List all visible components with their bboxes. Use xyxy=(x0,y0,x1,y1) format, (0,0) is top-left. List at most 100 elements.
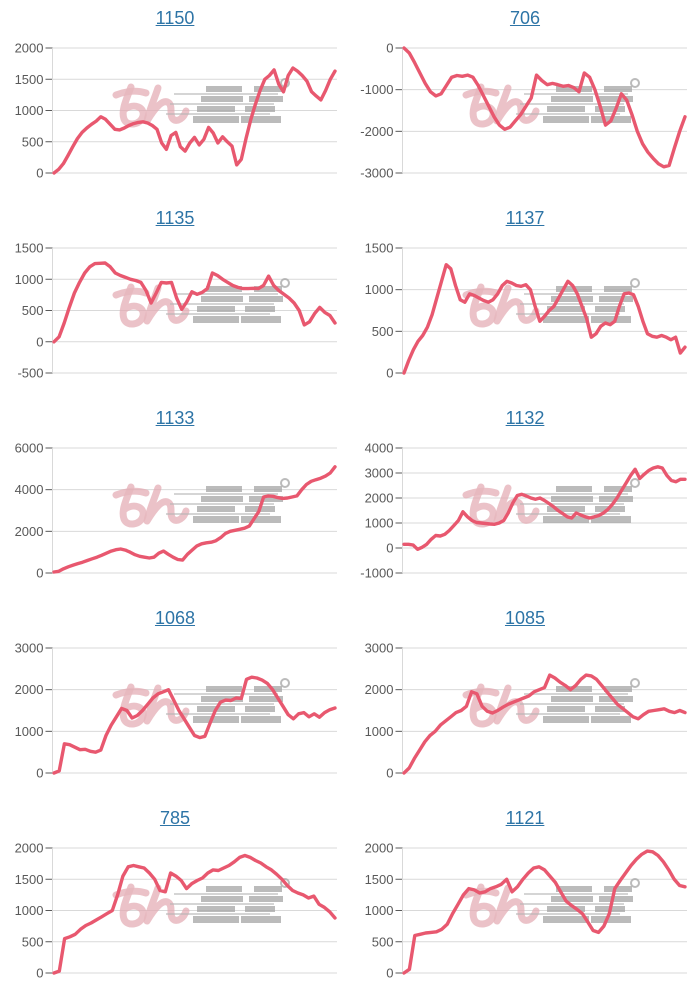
watermark-kana-stroke xyxy=(493,284,540,325)
chart-title-link[interactable]: 785 xyxy=(159,808,191,828)
watermark-kana-stroke xyxy=(119,683,147,728)
chart-title-link[interactable]: 1137 xyxy=(505,208,545,228)
y-axis-label: 1000 xyxy=(365,282,394,297)
watermark-glyph-bar xyxy=(591,716,631,723)
watermark-glyph-bar xyxy=(604,886,632,892)
y-axis-label: 500 xyxy=(372,934,394,949)
watermark-glyph-bar xyxy=(249,896,283,902)
watermark-glyph-bar xyxy=(201,496,243,502)
minrepo-watermark xyxy=(112,678,290,728)
watermark-handakuten xyxy=(630,278,640,288)
y-axis-label: 3000 xyxy=(365,466,394,481)
chart-cell-1085: 1085 3000 2000 1000 0 xyxy=(350,600,700,800)
watermark-glyph-bar xyxy=(543,316,589,323)
y-axis-label: 2000 xyxy=(365,682,394,697)
watermark-glyph-bar xyxy=(547,106,585,112)
watermark-glyph-bar xyxy=(193,316,239,323)
watermark-glyph-bar xyxy=(604,86,632,92)
chart-title: 1121 xyxy=(350,808,700,830)
y-axis-label: 2000 xyxy=(365,841,394,856)
chart-cell-1135: 1135 1500 1000 500 0 -500 xyxy=(0,200,350,400)
watermark-glyph-bar xyxy=(547,306,585,312)
watermark-kana-stroke xyxy=(119,483,147,528)
y-axis-label: -1000 xyxy=(360,82,393,97)
watermark-glyph-bar xyxy=(193,916,239,923)
watermark-glyph-bar xyxy=(254,686,282,692)
watermark-glyph-bar xyxy=(551,296,593,302)
watermark-glyph-bar xyxy=(551,496,593,502)
minrepo-watermark xyxy=(112,878,290,928)
y-axis-label: 3000 xyxy=(15,641,44,656)
watermark-glyph-bar xyxy=(551,96,593,102)
watermark-glyph-bar xyxy=(206,486,242,492)
y-axis-label: 1500 xyxy=(15,241,44,256)
watermark-glyph-bar xyxy=(604,286,632,292)
chart-cell-1137: 1137 1500 1000 500 0 xyxy=(350,200,700,400)
watermark-glyph-bar xyxy=(556,886,592,892)
watermark-glyph-bar xyxy=(201,896,243,902)
watermark-glyph-bar xyxy=(547,706,585,712)
watermark-glyph-bar xyxy=(551,696,593,702)
chart-title-link[interactable]: 1135 xyxy=(155,208,195,228)
watermark-glyph-bar xyxy=(599,696,633,702)
watermark-glyph-bar xyxy=(604,486,632,492)
y-axis-label: 6000 xyxy=(15,441,44,456)
watermark-glyph-bar xyxy=(556,486,592,492)
y-axis-label: -500 xyxy=(17,366,43,381)
chart-title: 1137 xyxy=(350,208,700,230)
chart-cell-706: 706 0 -1000 -2000 -3000 xyxy=(350,0,700,200)
watermark-glyph-bar xyxy=(201,696,243,702)
y-axis-label: 500 xyxy=(22,303,44,318)
watermark-glyph-bar xyxy=(591,516,631,523)
y-axis-label: 500 xyxy=(372,324,394,339)
trend-line xyxy=(52,261,337,344)
watermark-glyph-bar xyxy=(543,716,589,723)
watermark-glyph-bar xyxy=(249,496,283,502)
y-axis-label: 0 xyxy=(36,566,43,581)
trend-line xyxy=(402,465,687,552)
chart-cell-1121: 1121 2000 1500 1000 500 0 xyxy=(350,800,700,1000)
watermark-glyph-bar xyxy=(543,916,589,923)
watermark-glyph-bar xyxy=(604,686,632,692)
y-axis-label: 2000 xyxy=(15,41,44,56)
watermark-glyph-bar xyxy=(206,286,242,292)
y-axis-label: -3000 xyxy=(360,166,393,181)
watermark-glyph-bar xyxy=(197,306,235,312)
y-axis-label: 0 xyxy=(36,334,43,349)
watermark-kana-stroke xyxy=(143,484,190,525)
chart-title-link[interactable]: 1150 xyxy=(155,8,195,28)
watermark-kana-stroke xyxy=(469,883,497,928)
watermark-glyph-bar xyxy=(245,706,275,712)
chart-title-link[interactable]: 1068 xyxy=(154,608,196,628)
trend-line xyxy=(402,46,687,169)
chart-title-link[interactable]: 1132 xyxy=(505,408,545,428)
watermark-glyph-bar xyxy=(241,916,281,923)
trend-line xyxy=(402,262,687,375)
watermark-glyph-bar xyxy=(249,96,283,102)
watermark-glyph-bar xyxy=(599,96,633,102)
chart-title-link[interactable]: 1085 xyxy=(504,608,546,628)
y-axis-label: 2000 xyxy=(365,491,394,506)
chart-title-link[interactable]: 1133 xyxy=(155,408,195,428)
watermark-glyph-bar xyxy=(249,296,283,302)
y-axis-label: 0 xyxy=(36,166,43,181)
trend-chart: 1500 1000 500 0 -500 xyxy=(15,241,337,381)
watermark-handakuten xyxy=(280,678,290,688)
y-axis-label: 0 xyxy=(386,766,393,781)
trend-line xyxy=(52,853,337,975)
watermark-glyph-bar xyxy=(595,306,625,312)
watermark-glyph-bar xyxy=(245,306,275,312)
y-axis-label: 500 xyxy=(22,934,44,949)
chart-title: 1133 xyxy=(0,408,350,430)
trend-line xyxy=(402,673,687,775)
y-axis-label: 1000 xyxy=(365,516,394,531)
trend-line xyxy=(402,849,687,975)
chart-title-link[interactable]: 1121 xyxy=(505,808,545,828)
chart-cell-1133: 1133 6000 4000 2000 0 xyxy=(0,400,350,600)
watermark-glyph-bar xyxy=(599,296,633,302)
y-axis-label: 2000 xyxy=(15,682,44,697)
chart-cell-785: 785 2000 1500 1000 500 0 xyxy=(0,800,350,1000)
chart-title-link[interactable]: 706 xyxy=(509,8,541,28)
watermark-glyph-bar xyxy=(543,116,589,123)
watermark-glyph-bar xyxy=(254,886,282,892)
